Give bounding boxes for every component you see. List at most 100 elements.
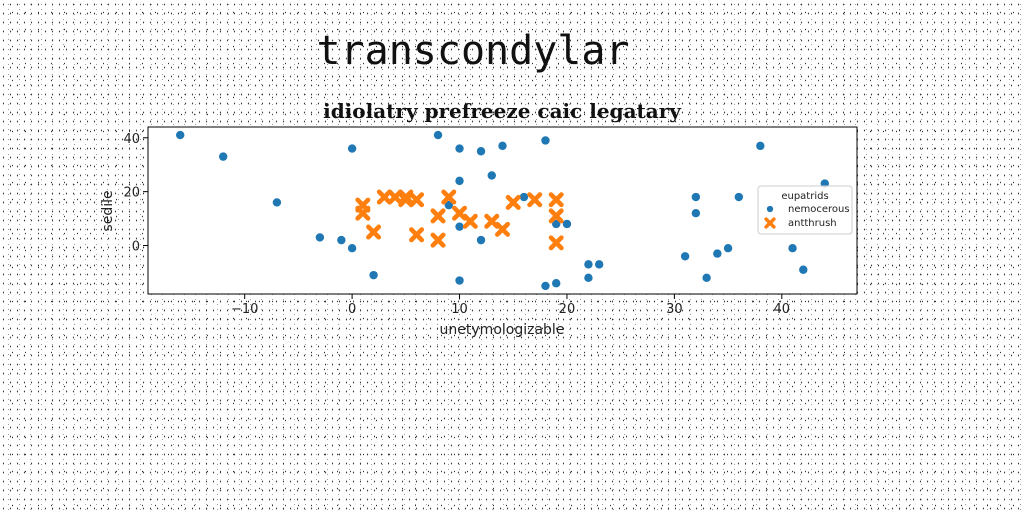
x-axis-label: unetymologizable xyxy=(440,322,565,338)
data-point xyxy=(462,213,478,229)
data-point xyxy=(444,200,453,210)
data-point xyxy=(455,276,464,285)
data-point xyxy=(505,194,521,210)
x-marker-stroke xyxy=(366,224,382,240)
data-point xyxy=(498,141,507,151)
series-antthrush xyxy=(355,189,564,251)
x-marker-stroke xyxy=(494,221,511,237)
data-point xyxy=(337,235,346,245)
data-point xyxy=(552,219,561,229)
data-point xyxy=(548,192,564,208)
data-point xyxy=(552,279,561,288)
x-marker-stroke xyxy=(376,189,392,205)
data-point xyxy=(594,260,604,269)
x-marker-stroke xyxy=(462,213,478,229)
page-heading: transcondylar xyxy=(316,28,630,74)
data-point xyxy=(527,192,543,208)
data-point xyxy=(430,208,446,224)
data-point xyxy=(487,171,496,180)
plot-frame xyxy=(147,126,858,295)
data-point xyxy=(584,273,593,283)
data-point xyxy=(541,136,550,145)
data-point xyxy=(584,260,593,269)
data-point xyxy=(548,208,564,224)
data-point xyxy=(541,281,550,291)
data-point xyxy=(433,130,443,140)
data-point xyxy=(347,244,357,253)
data-points xyxy=(176,130,829,291)
data-point xyxy=(494,221,511,237)
data-point xyxy=(562,219,572,229)
data-point xyxy=(409,227,425,243)
data-point xyxy=(455,176,464,186)
x-marker-stroke xyxy=(764,217,776,229)
data-point xyxy=(455,144,464,153)
y-axis-label: sedile xyxy=(100,190,116,231)
legend-label: nemocerous xyxy=(788,204,850,215)
plot-border xyxy=(147,126,858,295)
data-point xyxy=(723,244,733,253)
x-marker-stroke xyxy=(355,205,371,221)
y-tick-label: 20 xyxy=(123,186,140,201)
data-point xyxy=(355,205,371,221)
data-point xyxy=(369,270,378,280)
axis-ticks: −10 0 10 20 30 40 0 20 40 xyxy=(123,132,790,317)
data-point xyxy=(799,265,808,274)
data-point xyxy=(756,141,765,151)
data-point xyxy=(376,189,392,205)
x-tick-label: 10 xyxy=(451,302,468,317)
x-marker-stroke xyxy=(409,192,425,208)
x-marker-stroke xyxy=(452,205,468,221)
data-point xyxy=(430,232,446,248)
plot-area xyxy=(148,127,857,294)
data-point xyxy=(691,208,701,218)
data-point xyxy=(702,273,711,283)
data-point xyxy=(455,222,464,231)
x-marker-stroke xyxy=(505,194,521,210)
data-point xyxy=(315,233,325,242)
data-point xyxy=(519,192,529,202)
data-point xyxy=(272,198,282,207)
data-point xyxy=(398,192,414,208)
x-marker-stroke xyxy=(548,235,564,251)
data-point xyxy=(347,144,357,153)
chart-legend: eupatrids nemocerous antthrush xyxy=(757,185,853,235)
x-marker-stroke xyxy=(484,213,500,229)
x-marker-stroke xyxy=(548,192,564,208)
legend-box xyxy=(757,185,853,235)
x-marker-stroke xyxy=(527,192,543,208)
data-point xyxy=(476,235,486,245)
data-point xyxy=(409,192,425,208)
x-marker-stroke xyxy=(430,208,446,224)
chart-title: idiolatry prefreeze caic legatary xyxy=(323,99,682,123)
x-tick-label: 40 xyxy=(774,302,791,317)
legend-title: eupatrids xyxy=(781,191,828,202)
legend-marker xyxy=(764,217,776,229)
x-tick-label: 30 xyxy=(666,302,683,317)
data-point xyxy=(713,249,722,258)
x-tick-label: −10 xyxy=(231,302,258,317)
x-marker-stroke xyxy=(548,208,564,224)
x-marker-stroke xyxy=(430,232,446,248)
x-tick-label: 20 xyxy=(559,302,576,317)
data-point xyxy=(476,147,486,156)
x-marker-stroke xyxy=(441,189,457,205)
y-tick-label: 40 xyxy=(123,132,140,147)
data-point xyxy=(734,192,744,202)
data-point xyxy=(366,224,382,240)
x-marker-stroke xyxy=(409,227,425,243)
x-tick-label: 0 xyxy=(348,302,356,317)
legend-label: antthrush xyxy=(788,218,837,229)
data-point xyxy=(691,192,701,202)
y-tick-label: 0 xyxy=(132,240,140,255)
legend-marker xyxy=(766,205,774,213)
data-point xyxy=(176,130,185,140)
plot-background xyxy=(148,127,857,294)
data-point xyxy=(788,244,797,253)
data-point xyxy=(441,189,457,205)
data-point xyxy=(218,152,228,161)
data-point xyxy=(680,252,690,261)
data-point xyxy=(548,235,564,251)
x-marker-stroke xyxy=(398,192,414,208)
